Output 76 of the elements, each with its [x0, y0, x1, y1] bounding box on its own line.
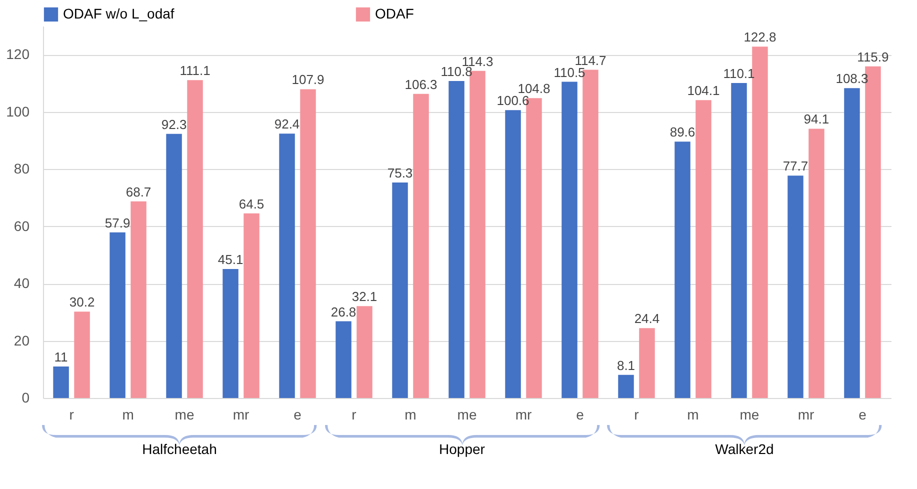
x-tick-label: mr — [798, 406, 814, 422]
x-tick-label: me — [740, 406, 760, 422]
data-label: 8.1 — [616, 358, 636, 373]
text: Halfcheetah — [142, 440, 217, 456]
bar — [392, 182, 408, 398]
bar — [300, 89, 316, 398]
bar — [166, 134, 182, 398]
data-label: 64.5 — [238, 196, 264, 212]
bar — [130, 201, 146, 398]
x-tick-label: r — [634, 406, 640, 422]
x-tick-label: e — [576, 406, 584, 422]
bar — [110, 232, 126, 398]
x-tick-label: mr — [515, 406, 532, 422]
bar — [788, 176, 804, 398]
y-tick-label: 40 — [14, 275, 30, 292]
x-tick-label: m — [687, 406, 699, 422]
data-label: 75.3 — [387, 166, 413, 181]
bar — [356, 306, 372, 398]
data-label: 45.1 — [218, 252, 244, 267]
bar — [279, 134, 295, 398]
x-tick-label: e — [858, 406, 867, 422]
legend-label: ODAF w/o L_odaf — [63, 5, 174, 22]
legend-label: ODAF — [375, 5, 414, 22]
bar — [844, 88, 860, 398]
bar — [448, 80, 464, 398]
x-tick-label: mr — [232, 406, 250, 422]
data-label: 24.4 — [634, 311, 660, 326]
bar — [413, 94, 429, 398]
y-tick-label: 0 — [22, 390, 30, 406]
x-tick-label: m — [122, 406, 134, 422]
data-label: 92.3 — [161, 116, 187, 132]
data-label: 77.7 — [782, 158, 808, 174]
y-tick-label: 100 — [6, 103, 30, 120]
y-tick-label: 120 — [6, 46, 30, 62]
x-tick-label: m — [404, 406, 416, 422]
data-label: 30.2 — [69, 294, 95, 310]
bar — [562, 82, 578, 398]
bar — [244, 213, 260, 398]
y-tick-label: 20 — [14, 332, 30, 348]
bar — [674, 142, 690, 398]
bar — [53, 366, 69, 398]
x-tick-label: me — [457, 406, 477, 422]
bar — [618, 374, 634, 398]
x-tick-label: r — [69, 406, 74, 422]
data-label: 107.9 — [292, 72, 324, 88]
x-tick-label: me — [174, 406, 194, 422]
y-tick-label: 80 — [14, 160, 30, 177]
data-label: 111.1 — [180, 63, 210, 78]
x-tick-label: r — [352, 406, 357, 422]
bar — [74, 312, 90, 398]
bar — [808, 128, 824, 398]
data-label: 32.1 — [352, 289, 378, 304]
data-label: 104.8 — [518, 81, 550, 96]
x-tick-label: e — [294, 406, 302, 422]
data-label: 68.7 — [126, 184, 152, 200]
bar — [222, 268, 238, 398]
data-label: 114.7 — [574, 52, 606, 68]
bar — [731, 82, 747, 398]
text: Walker2d — [715, 440, 774, 456]
data-label: 94.1 — [804, 112, 830, 127]
data-label: 104.1 — [687, 83, 720, 98]
bar — [639, 328, 655, 398]
bar — [505, 110, 521, 398]
data-label: 11 — [54, 350, 68, 365]
data-label: 26.8 — [330, 304, 356, 320]
data-label: 89.6 — [670, 124, 696, 140]
data-label: 57.9 — [104, 215, 130, 230]
text: Hopper — [439, 440, 485, 456]
bar — [187, 80, 203, 398]
bar — [336, 321, 352, 398]
data-label: 92.4 — [274, 116, 300, 132]
data-label: 106.3 — [404, 76, 438, 92]
bar — [696, 100, 712, 398]
data-label: 122.8 — [744, 30, 776, 45]
data-label: 115.9 — [857, 49, 889, 64]
y-tick-label: 60 — [14, 218, 30, 234]
